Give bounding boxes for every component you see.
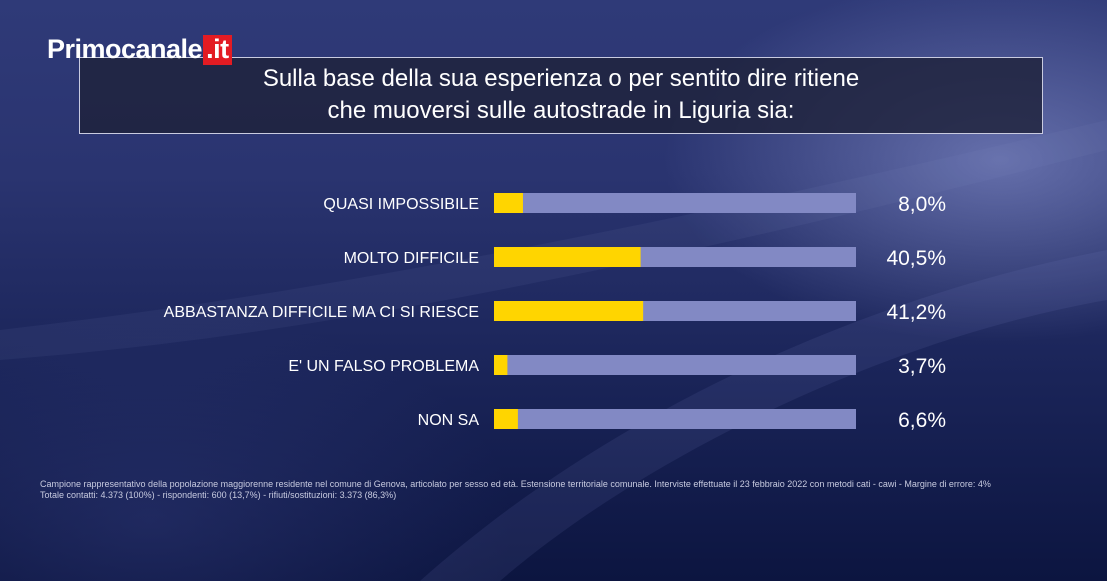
bar-value: [494, 247, 641, 267]
bar-row: E' UN FALSO PROBLEMA 3,7%: [288, 355, 946, 378]
question-line-1: Sulla base della sua esperienza o per se…: [262, 65, 860, 92]
methodology-footnote: Campione rappresentativo della popolazio…: [40, 479, 991, 501]
bar-row: QUASI IMPOSSIBILE 8,0%: [323, 193, 946, 216]
footnote-line-1: Campione rappresentativo della popolazio…: [40, 479, 991, 489]
bar-value: [494, 409, 518, 429]
logo-brand: Primocanale: [47, 34, 203, 64]
bar-track: [494, 193, 856, 213]
bar-value: [494, 301, 644, 321]
primocanale-logo: Primocanale .it: [47, 34, 232, 65]
value-label: 41,2%: [886, 301, 946, 324]
bar-row: NON SA 6,6%: [418, 409, 946, 432]
question-line-2: che muoversi sulle autostrade in Liguria…: [327, 97, 795, 124]
logo-suffix: .it: [203, 34, 232, 65]
bar-value: [494, 355, 508, 375]
value-label: 40,5%: [886, 247, 946, 270]
category-label: QUASI IMPOSSIBILE: [323, 196, 479, 213]
category-label: E' UN FALSO PROBLEMA: [288, 358, 479, 375]
category-label: NON SA: [418, 412, 480, 429]
value-label: 6,6%: [898, 409, 946, 432]
bar-value: [494, 193, 523, 213]
category-label: ABBASTANZA DIFFICILE MA CI SI RIESCE: [164, 304, 479, 321]
bar-track: [494, 409, 856, 429]
footnote-line-2: Totale contatti: 4.373 (100%) - risponde…: [40, 490, 397, 500]
category-label: MOLTO DIFFICILE: [344, 250, 479, 267]
question-box: Sulla base della sua esperienza o per se…: [79, 57, 1043, 134]
value-label: 3,7%: [898, 355, 946, 378]
value-label: 8,0%: [898, 193, 946, 216]
bar-track: [494, 355, 856, 375]
bar-row: MOLTO DIFFICILE 40,5%: [344, 247, 946, 270]
bar-row: ABBASTANZA DIFFICILE MA CI SI RIESCE 41,2…: [164, 301, 946, 324]
